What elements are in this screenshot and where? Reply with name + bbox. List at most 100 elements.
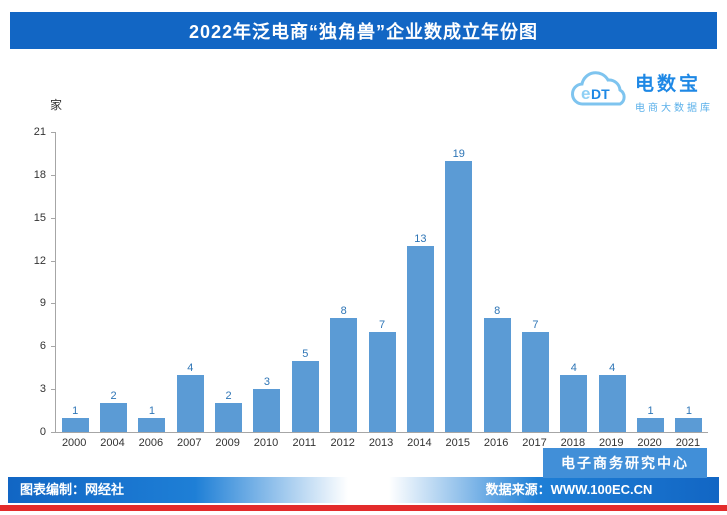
bar-value-label: 1 (647, 404, 654, 417)
x-axis-tick-label: 2016 (483, 437, 509, 449)
bar (406, 246, 434, 432)
y-axis-unit-label: 家 (50, 98, 63, 112)
plot-area: 1 2 1 4 2 3 5 8 7 13 19 8 7 4 4 1 1 (55, 132, 708, 433)
watermark-badge: 电子商务研究中心 (543, 448, 707, 478)
bar-slot: 4 (593, 132, 631, 432)
bar-value-label: 13 (414, 233, 427, 246)
y-axis-tick-label: 9 (39, 297, 46, 310)
x-axis-tick-label: 2015 (445, 437, 471, 449)
bar-slot: 19 (440, 132, 478, 432)
x-axis-tick-label: 2019 (598, 437, 624, 449)
bar-value-label: 7 (532, 319, 539, 331)
bar-slot: 8 (478, 132, 516, 432)
bar-slot: 3 (248, 132, 286, 432)
y-axis: 0 3 6 9 12 15 18 21 (0, 126, 55, 438)
x-axis-tick-label: 2017 (522, 437, 547, 449)
bar-slot: 2 (209, 132, 247, 432)
bar (637, 417, 665, 432)
y-axis-tick-label: 15 (33, 211, 46, 224)
bar (100, 403, 128, 432)
bar-value-label: 8 (494, 304, 501, 317)
svg-text:e: e (581, 84, 590, 103)
y-axis-tick-mark (51, 303, 55, 305)
bars-container: 1 2 1 4 2 3 5 8 7 13 19 8 7 4 4 1 1 (56, 132, 708, 432)
y-axis-tick-label: 6 (39, 340, 46, 353)
x-axis-tick-label: 2006 (138, 437, 164, 449)
bar (176, 374, 204, 432)
watermark-text: 电子商务研究中心 (561, 455, 689, 471)
x-axis-tick-label: 2013 (368, 437, 394, 449)
logo-subtitle: 电商大数据库 (635, 102, 713, 114)
svg-text:DT: DT (591, 86, 610, 102)
chart-title: 2022年泛电商“独角兽”企业数成立年份图 (188, 21, 539, 42)
y-axis-tick-label: 12 (33, 254, 46, 267)
chart-title-banner: 2022年泛电商“独角兽”企业数成立年份图 (10, 12, 717, 49)
bar-value-label: 1 (72, 404, 79, 417)
footer-source-text: 数据来源：WWW.100EC.CN (485, 482, 653, 497)
bar-value-label: 4 (570, 361, 577, 374)
y-axis-tick-mark (51, 132, 55, 133)
footer-credit-banner: 图表编制：网经社 (8, 477, 348, 503)
x-axis-tick-label: 2007 (177, 437, 202, 449)
footer-source-banner: 数据来源：WWW.100EC.CN (389, 477, 719, 503)
bar-value-label: 8 (340, 304, 347, 317)
bar-value-label: 1 (685, 404, 692, 417)
bar-value-label: 5 (302, 347, 309, 360)
x-axis-tick-label: 2011 (292, 437, 317, 449)
bar (138, 417, 166, 432)
cloud-icon: e DT (567, 66, 631, 116)
x-axis-tick-label: 2018 (560, 437, 586, 449)
x-axis-tick-label: 2000 (61, 437, 87, 449)
bar (598, 374, 626, 432)
bar (291, 360, 319, 432)
y-axis-tick-label: 18 (33, 168, 46, 181)
bar-slot: 1 (133, 132, 171, 432)
y-axis-tick-label: 3 (39, 383, 46, 396)
bar-value-label: 7 (378, 319, 386, 331)
bar (330, 317, 358, 432)
logo-texts: 电数宝 电商大数据库 (635, 69, 713, 114)
bar-slot: 4 (555, 132, 593, 432)
footer-credit-text: 图表编制：网经社 (20, 482, 125, 497)
bar (675, 417, 703, 432)
x-axis-tick-label: 2014 (407, 437, 432, 449)
y-axis-tick-label: 0 (39, 426, 46, 438)
bar-value-label: 4 (187, 361, 194, 374)
bar (253, 389, 281, 432)
bar-value-label: 4 (609, 361, 616, 374)
bar-slot: 13 (401, 132, 439, 432)
bar-value-label: 1 (148, 404, 155, 417)
bar-slot: 1 (670, 132, 708, 432)
x-axis-tick-label: 2004 (100, 437, 125, 449)
bar-slot: 1 (631, 132, 669, 432)
x-axis-tick-label: 2009 (215, 437, 240, 449)
y-axis-tick-mark (51, 432, 55, 433)
bar-slot: 5 (286, 132, 324, 432)
y-axis-tick-mark (51, 174, 55, 176)
y-axis-tick-label: 21 (33, 126, 46, 138)
bar-slot: 7 (516, 132, 554, 432)
bar-value-label: 3 (263, 376, 271, 389)
bar-value-label: 19 (452, 147, 465, 160)
bar-slot: 4 (171, 132, 209, 432)
bar (368, 332, 396, 432)
bar (560, 374, 588, 432)
edt-logo: e DT 电数宝 电商大数据库 (567, 66, 713, 116)
x-axis-tick-label: 2021 (675, 437, 701, 449)
bottom-red-divider (0, 505, 727, 511)
bar-slot: 2 (94, 132, 132, 432)
logo-name: 电数宝 (635, 73, 702, 95)
bar-slot: 8 (325, 132, 363, 432)
bar-slot: 7 (363, 132, 401, 432)
bar (445, 160, 473, 432)
bar-slot: 1 (56, 132, 94, 432)
bar (215, 403, 243, 432)
bar (521, 332, 549, 432)
x-axis-tick-label: 2012 (330, 437, 355, 449)
bar-value-label: 2 (110, 390, 117, 403)
x-axis-tick-label: 2010 (253, 437, 279, 449)
x-axis-labels: 2000 2004 2006 2007 2009 2010 2011 2012 2013 2014… (55, 437, 707, 449)
bar-value-label: 2 (225, 390, 232, 403)
y-axis-tick-mark (51, 260, 55, 262)
